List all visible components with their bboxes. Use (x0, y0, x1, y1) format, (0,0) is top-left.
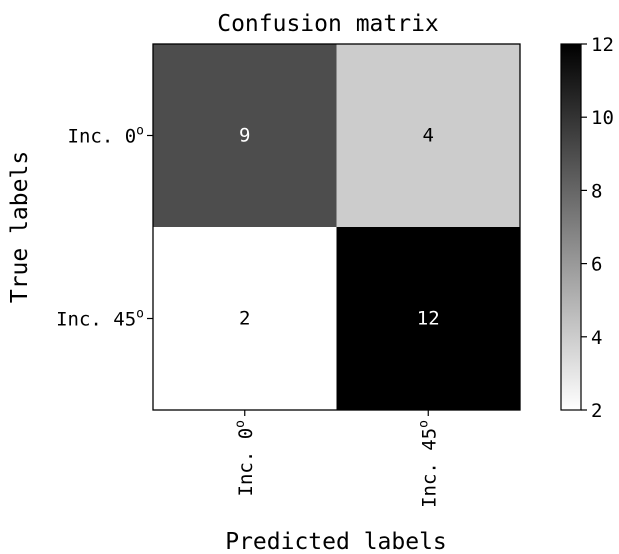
colorbar-tick-label: 6 (591, 254, 602, 276)
heatmap-cell (336, 44, 520, 227)
y-axis-title: True labels (7, 151, 33, 303)
heatmap-cell (336, 227, 520, 410)
cell-value-label: 12 (417, 308, 440, 330)
colorbar-tick-label: 8 (591, 180, 602, 202)
colorbar-tick-label: 12 (591, 34, 614, 56)
tick-label-base: Inc. 45 (56, 309, 136, 331)
x-axis-title: Predicted labels (225, 529, 447, 554)
heatmap-cell (153, 227, 337, 410)
x-tick-label: Inc. 0o (233, 420, 257, 496)
tick-label-base: Inc. 0 (68, 126, 137, 148)
colorbar-tick-label: 2 (591, 400, 602, 422)
cell-value-label: 4 (423, 125, 434, 147)
tick-label-superscript: o (416, 420, 431, 428)
colorbar-ticks: 2 4 6 8 10 12 (581, 34, 614, 422)
colorbar-tick-label: 10 (591, 107, 614, 129)
colorbar (560, 43, 582, 411)
y-tick-label: Inc. 45o (56, 307, 144, 331)
tick-label-superscript: o (233, 420, 248, 428)
cell-value-label: 9 (239, 125, 250, 147)
colorbar-tick-label: 4 (591, 327, 602, 349)
heatmap-cell-labels: 9 4 2 12 (239, 125, 440, 330)
cell-value-label: 2 (239, 308, 250, 330)
chart-title: Confusion matrix (217, 11, 439, 37)
tick-label-base: Inc. 0 (235, 428, 257, 497)
plot-frame (152, 43, 521, 411)
y-tick-label: Inc. 0o (68, 124, 144, 148)
tick-label-superscript: o (136, 124, 144, 139)
heatmap-cell (153, 44, 337, 227)
tick-label-base: Inc. 45 (418, 428, 440, 508)
tick-label-superscript: o (136, 307, 144, 322)
x-tick-label: Inc. 45o (416, 420, 440, 508)
heatmap-cells (153, 44, 520, 410)
